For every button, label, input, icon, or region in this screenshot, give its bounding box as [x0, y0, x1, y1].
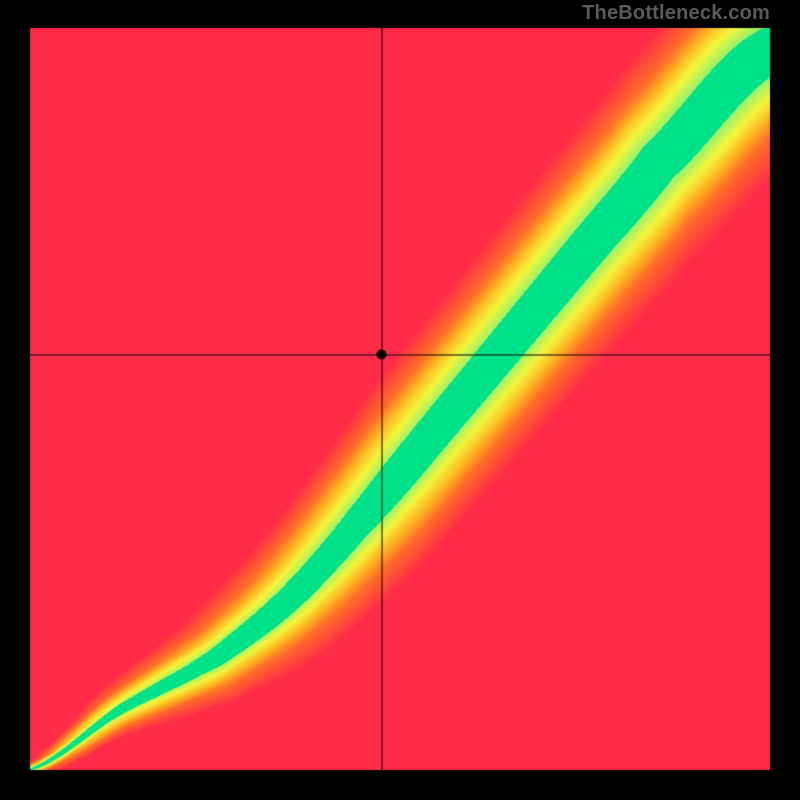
watermark-text: TheBottleneck.com: [582, 2, 770, 25]
bottleneck-heatmap-container: TheBottleneck.com: [0, 0, 800, 800]
bottleneck-heatmap-canvas: [0, 0, 800, 800]
